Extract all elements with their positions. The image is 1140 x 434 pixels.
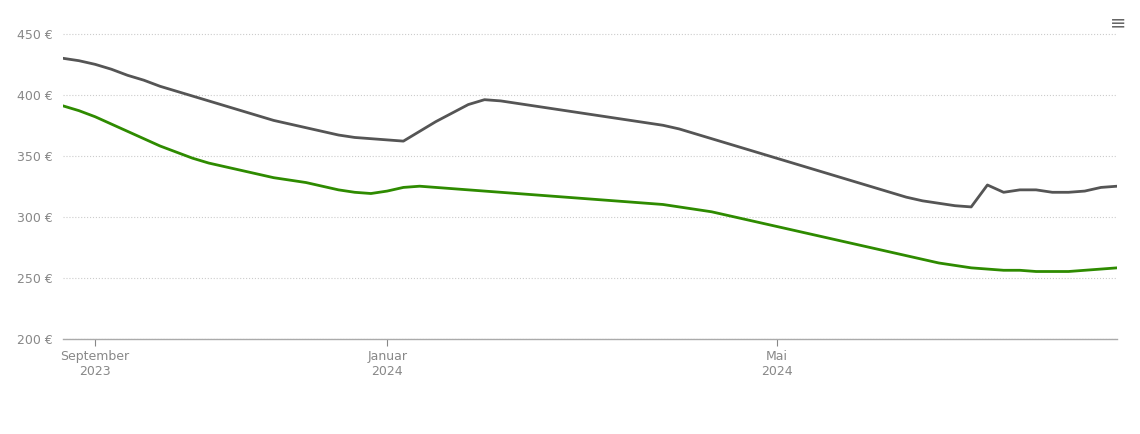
Text: ≡: ≡: [1110, 13, 1126, 32]
